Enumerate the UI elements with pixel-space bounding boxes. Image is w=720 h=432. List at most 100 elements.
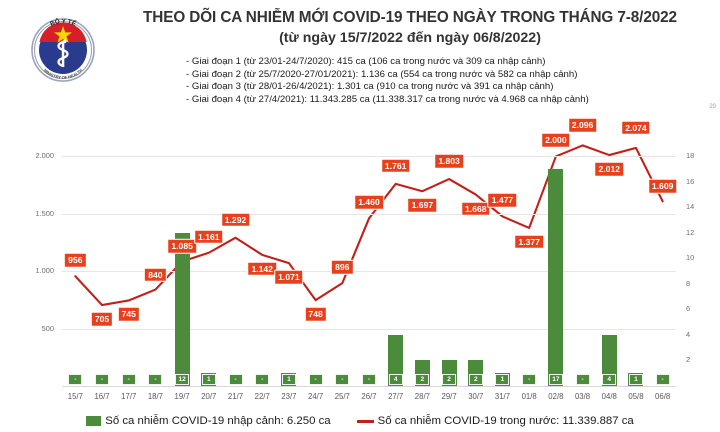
red-line-swatch-icon <box>356 419 374 423</box>
bar-value-label: 12 <box>175 374 190 385</box>
line-value-label: 705 <box>90 311 114 327</box>
gridline <box>62 213 676 215</box>
imported-cases-bar[interactable] <box>601 334 617 386</box>
x-axis-date-label: 29/7 <box>441 392 457 401</box>
line-value-label: 1.071 <box>274 269 304 285</box>
line-value-label: 1.609 <box>647 179 678 194</box>
imported-cases-bar[interactable] <box>388 334 404 386</box>
bar-value-label: - <box>655 374 670 385</box>
line-value-label: 1.377 <box>514 234 544 250</box>
line-value-label: 1.761 <box>380 158 411 174</box>
imported-cases-bar[interactable] <box>174 232 190 386</box>
domestic-cases-line <box>74 144 664 307</box>
bar-value-label: 4 <box>388 374 403 385</box>
bar-value-label: 1 <box>201 374 216 385</box>
bar-value-label: - <box>575 374 590 385</box>
x-axis-date-label: 02/8 <box>548 392 564 401</box>
bar-value-label: 2 <box>442 374 457 385</box>
bar-value-label: 2 <box>415 374 430 385</box>
line-value-label: 1.085 <box>167 239 197 254</box>
x-axis-date-label: 16/7 <box>94 392 110 401</box>
chart-plot-area: 500 1.000 1.500 2.000 2 4 6 8 10 12 14 16 18- - - -12 1-… <box>0 118 720 398</box>
line-value-label: 1.460 <box>354 195 384 210</box>
bar-value-label: - <box>335 374 350 385</box>
right-axis-tick: 2 <box>686 355 691 365</box>
left-axis-tick: 2.000 <box>35 151 55 161</box>
phase-summary-list: - Giai đoạn 1 (từ 23/01-24/7/2020): 415 … <box>186 56 720 106</box>
right-axis-tick: 14 <box>686 202 695 212</box>
line-value-label: 2.096 <box>567 118 598 133</box>
x-axis-date-label: 05/8 <box>628 392 644 401</box>
phase-line: - Giai đoạn 3 (từ 28/01-26/4/2021): 1.30… <box>186 81 554 93</box>
gridline <box>62 271 676 273</box>
line-value-label: 1.161 <box>194 229 224 244</box>
line-value-label: 2.000 <box>541 133 571 148</box>
x-axis-date-label: 04/8 <box>601 392 617 401</box>
page-title: THEO DÕI CA NHIỄM MỚI COVID-19 THEO NGÀY… <box>143 9 677 26</box>
right-axis-tick: 4 <box>686 329 691 339</box>
x-axis-date-label: 31/7 <box>494 392 511 401</box>
bar-value-label: 2 <box>468 374 483 385</box>
bar-value-label: - <box>95 374 110 385</box>
x-axis-date-label: 28/7 <box>414 392 430 401</box>
bar-value-label: - <box>522 374 537 385</box>
x-axis-date-label: 30/7 <box>468 392 484 401</box>
line-value-label: 1.142 <box>247 261 277 277</box>
x-axis-date-label: 15/7 <box>67 392 83 401</box>
bar-value-label: - <box>362 374 376 385</box>
bar-value-label: - <box>148 374 163 385</box>
line-value-label: 1.803 <box>434 153 464 169</box>
right-axis-tick: 6 <box>686 304 691 314</box>
line-value-label: 1.697 <box>407 197 438 213</box>
imported-cases-bar[interactable] <box>548 169 564 386</box>
gridline <box>62 156 676 158</box>
bar-value-label: 1 <box>281 374 296 385</box>
line-value-label: 1.668 <box>461 201 491 216</box>
right-axis-tick: 18 <box>686 151 695 161</box>
page-number: 20 <box>709 104 716 110</box>
bar-value-label: 1 <box>628 374 643 385</box>
phase-line: - Giai đoạn 1 (từ 23/01-24/7/2020): 415 … <box>186 56 546 67</box>
bar-value-label: - <box>308 374 323 385</box>
bar-value-label: 4 <box>602 374 617 385</box>
right-axis-tick: 8 <box>686 278 691 288</box>
line-value-label: 2.012 <box>594 161 625 177</box>
bar-value-label: - <box>121 374 136 385</box>
right-axis-tick: 10 <box>686 253 695 263</box>
svg-text:BỘ Y TẾ: BỘ Y TẾ <box>49 17 77 28</box>
line-value-label: 840 <box>144 267 167 282</box>
x-axis-date-label: 23/7 <box>281 392 297 401</box>
bar-value-label: - <box>228 374 243 385</box>
legend-label-imported: Số ca nhiễm COVID-19 nhập cảnh: 6.250 ca <box>105 415 331 427</box>
x-axis-date-label: 24/7 <box>308 392 324 401</box>
x-axis-date-label: 17/7 <box>121 392 137 401</box>
x-axis-date-label: 26/7 <box>361 392 377 401</box>
right-axis-tick: 16 <box>686 176 695 186</box>
x-axis-date-label: 20/7 <box>201 392 217 401</box>
line-value-label: 896 <box>331 259 354 275</box>
ministry-of-health-logo-icon: BỘ Y TẾ MINISTRY OF HEALTH <box>26 8 100 94</box>
line-value-label: 956 <box>64 253 87 268</box>
line-value-label: 748 <box>304 306 327 322</box>
page-subtitle: (từ ngày 15/7/2022 đến ngày 06/8/2022) <box>279 30 541 46</box>
x-axis-date-label: 21/7 <box>227 392 244 401</box>
legend-item-imported: Số ca nhiễm COVID-19 nhập cảnh: 6.250 ca <box>86 415 331 427</box>
line-value-label: 1.477 <box>487 193 518 208</box>
right-axis-tick: 12 <box>686 227 695 237</box>
left-axis-tick: 500 <box>41 323 54 333</box>
bar-value-label: - <box>68 374 83 385</box>
x-axis-date-label: 01/8 <box>521 392 537 401</box>
line-value-label: 1.292 <box>220 212 251 227</box>
left-axis-tick: 1.500 <box>35 208 55 218</box>
phase-line: - Giai đoạn 2 (từ 25/7/2020-27/01/2021):… <box>186 68 578 80</box>
x-axis-date-label: 27/7 <box>388 392 404 401</box>
x-axis-date-label: 03/8 <box>574 392 591 401</box>
x-axis-date-label: 06/8 <box>655 392 671 401</box>
chart-header: BỘ Y TẾ MINISTRY OF HEALTH THEO DÕI CA N… <box>0 0 720 118</box>
x-axis-labels: 15/7 16/7 17/7 18/7 19/7 20/7 21/7 22/7 23/7 24/7… <box>0 392 720 408</box>
phase-line: - Giai đoạn 4 (từ 27/4/2021): 11.343.285… <box>186 93 589 105</box>
legend-label-domestic: Số ca nhiễm COVID-19 trong nước: 11.339.… <box>377 415 634 427</box>
x-axis-date-label: 22/7 <box>254 392 270 401</box>
gridline <box>62 328 676 330</box>
